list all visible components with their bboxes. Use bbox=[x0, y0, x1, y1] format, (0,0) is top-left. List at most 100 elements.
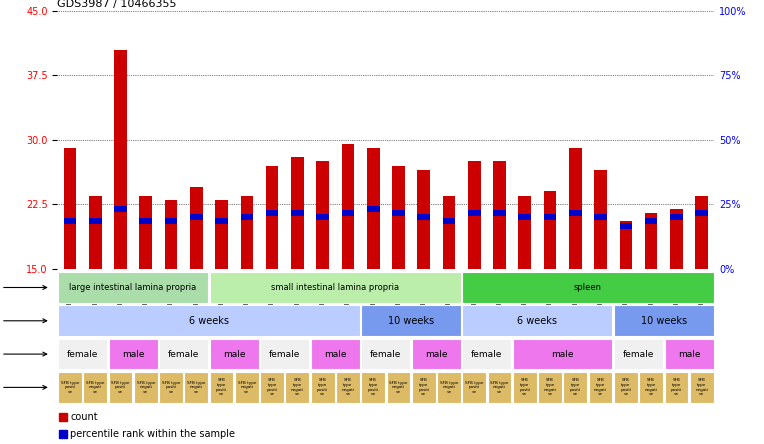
Bar bbox=[437, 372, 461, 403]
Text: SFB
type
positi
ve: SFB type positi ve bbox=[267, 378, 277, 396]
Bar bbox=[513, 372, 536, 403]
Text: SFB
type
positi
ve: SFB type positi ve bbox=[620, 378, 632, 396]
Text: SFB type
positi
ve: SFB type positi ve bbox=[162, 381, 180, 394]
Bar bbox=[114, 50, 127, 269]
Bar bbox=[392, 166, 405, 269]
Text: SFB type
negati
ve: SFB type negati ve bbox=[490, 381, 509, 394]
Text: percentile rank within the sample: percentile rank within the sample bbox=[70, 429, 235, 439]
Bar bbox=[392, 210, 405, 216]
Bar bbox=[462, 339, 511, 369]
Bar bbox=[442, 218, 455, 224]
Bar bbox=[487, 372, 511, 403]
Bar bbox=[670, 209, 683, 269]
Text: male: male bbox=[122, 349, 144, 359]
Bar bbox=[361, 305, 461, 336]
Bar bbox=[544, 191, 556, 269]
Text: female: female bbox=[623, 349, 654, 359]
Bar bbox=[89, 196, 102, 269]
Bar bbox=[387, 372, 410, 403]
Text: SFB type
negati
ve: SFB type negati ve bbox=[440, 381, 458, 394]
Text: male: male bbox=[678, 349, 701, 359]
Bar bbox=[519, 196, 531, 269]
Text: SFB
type
positi
ve: SFB type positi ve bbox=[216, 378, 227, 396]
Text: SFB
type
positi
ve: SFB type positi ve bbox=[671, 378, 682, 396]
Bar bbox=[165, 200, 177, 269]
Bar bbox=[58, 372, 82, 403]
Bar bbox=[620, 222, 633, 269]
Bar bbox=[140, 196, 152, 269]
Bar bbox=[412, 372, 435, 403]
Text: gender: gender bbox=[0, 349, 47, 359]
Bar bbox=[159, 372, 183, 403]
Bar bbox=[361, 339, 410, 369]
Bar bbox=[494, 210, 506, 216]
Bar bbox=[342, 144, 354, 269]
Text: SFB type
positi
ve: SFB type positi ve bbox=[61, 381, 79, 394]
Bar bbox=[140, 218, 152, 224]
Bar bbox=[569, 210, 581, 216]
Text: SFB
type
negati
ve: SFB type negati ve bbox=[342, 378, 354, 396]
Text: SFB
type
positi
ve: SFB type positi ve bbox=[317, 378, 329, 396]
Text: female: female bbox=[168, 349, 199, 359]
Bar bbox=[63, 218, 76, 224]
Bar bbox=[670, 214, 683, 220]
Bar bbox=[266, 210, 278, 216]
Text: SFB
type
positi
ve: SFB type positi ve bbox=[418, 378, 429, 396]
Bar bbox=[462, 305, 613, 336]
Bar bbox=[311, 339, 360, 369]
Bar bbox=[58, 339, 107, 369]
Text: SFB type
positi
ve: SFB type positi ve bbox=[465, 381, 484, 394]
Text: SFB type
negati
ve: SFB type negati ve bbox=[86, 381, 105, 394]
Text: SFB type
negati
ve: SFB type negati ve bbox=[238, 381, 256, 394]
Bar bbox=[412, 339, 461, 369]
Bar bbox=[190, 214, 202, 220]
Text: tissue: tissue bbox=[0, 282, 47, 293]
Bar bbox=[108, 339, 157, 369]
Text: SFB type
positi
ve: SFB type positi ve bbox=[112, 381, 130, 394]
Bar bbox=[316, 161, 329, 269]
Text: male: male bbox=[223, 349, 245, 359]
Bar bbox=[89, 218, 102, 224]
Bar bbox=[665, 339, 714, 369]
Bar bbox=[215, 218, 228, 224]
Bar bbox=[695, 210, 708, 216]
Bar bbox=[361, 372, 385, 403]
Text: SFB
type
negati
ve: SFB type negati ve bbox=[543, 378, 557, 396]
Text: other: other bbox=[0, 382, 47, 392]
Text: female: female bbox=[471, 349, 503, 359]
Text: large intestinal lamina propria: large intestinal lamina propria bbox=[70, 283, 197, 292]
Bar bbox=[519, 214, 531, 220]
Bar bbox=[235, 372, 259, 403]
Bar bbox=[695, 196, 708, 269]
Bar bbox=[184, 372, 208, 403]
Bar bbox=[645, 213, 658, 269]
Bar bbox=[291, 157, 304, 269]
Bar bbox=[311, 372, 335, 403]
Bar bbox=[367, 206, 380, 211]
Bar bbox=[215, 200, 228, 269]
Text: 10 weeks: 10 weeks bbox=[388, 316, 434, 326]
Text: SFB type
negati
ve: SFB type negati ve bbox=[187, 381, 206, 394]
Text: SFB
type
negati
ve: SFB type negati ve bbox=[645, 378, 658, 396]
Bar bbox=[316, 214, 329, 220]
Text: 6 weeks: 6 weeks bbox=[189, 316, 229, 326]
Bar bbox=[442, 196, 455, 269]
Text: SFB
type
negati
ve: SFB type negati ve bbox=[291, 378, 304, 396]
Text: 10 weeks: 10 weeks bbox=[641, 316, 687, 326]
Text: male: male bbox=[552, 349, 574, 359]
Bar bbox=[462, 372, 486, 403]
Bar bbox=[468, 161, 481, 269]
Bar bbox=[291, 210, 304, 216]
Bar bbox=[59, 430, 67, 438]
Bar bbox=[134, 372, 157, 403]
Bar bbox=[417, 170, 430, 269]
Text: SFB type
negati
ve: SFB type negati ve bbox=[390, 381, 408, 394]
Bar bbox=[336, 372, 360, 403]
Text: female: female bbox=[269, 349, 300, 359]
Bar bbox=[83, 372, 107, 403]
Bar bbox=[209, 339, 259, 369]
Bar bbox=[261, 339, 309, 369]
Bar bbox=[241, 214, 253, 220]
Text: spleen: spleen bbox=[574, 283, 602, 292]
Bar bbox=[620, 223, 633, 229]
